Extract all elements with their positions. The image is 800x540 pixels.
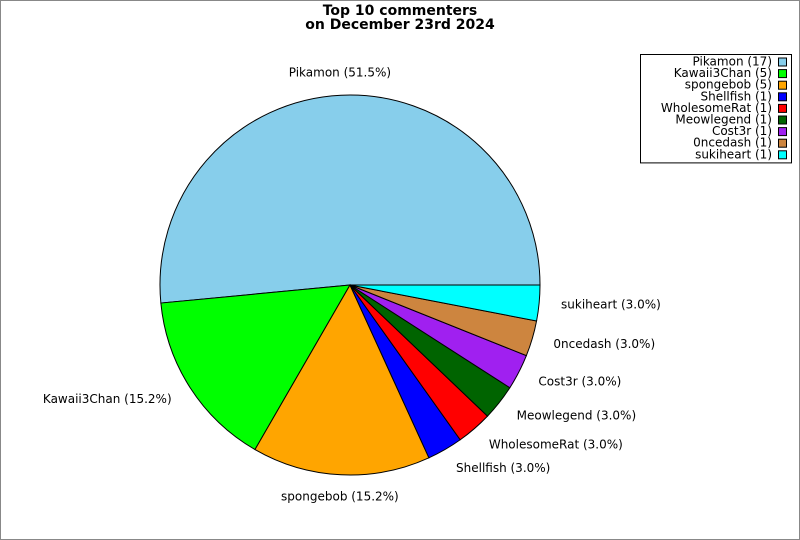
legend-swatch [778, 92, 787, 102]
legend-swatch [778, 115, 787, 125]
slice-label: WholesomeRat (3.0%) [489, 438, 623, 452]
legend-label: sukiheart (1) [695, 147, 772, 161]
pie-slice [159, 94, 541, 304]
legend-swatch [778, 69, 787, 79]
legend-label: 0ncedash (1) [693, 136, 772, 150]
legend-label: Shellfish (1) [700, 89, 772, 103]
pie-slice [254, 283, 430, 476]
legend-swatch [778, 57, 787, 67]
legend-label: Cost3r (1) [712, 124, 772, 138]
legend-swatch [778, 138, 787, 148]
legend-swatch [778, 127, 787, 137]
legend-label: spongebob (5) [685, 78, 772, 92]
slice-label: spongebob (15.2%) [281, 489, 399, 503]
slice-label: Shellfish (3.0%) [456, 461, 550, 475]
legend-label: Kawaii3Chan (5) [674, 66, 772, 80]
chart-title: Top 10 commenters [323, 3, 478, 19]
slice-label: Meowlegend (3.0%) [517, 409, 637, 423]
legend-box [640, 54, 792, 164]
pie-slice [349, 284, 541, 322]
legend-swatch [778, 80, 787, 90]
legend-label: WholesomeRat (1) [661, 101, 772, 115]
legend-swatch [778, 150, 787, 160]
legend-label: Meowlegend (1) [675, 113, 772, 127]
legend-swatch [778, 103, 787, 113]
chart-subtitle: on December 23rd 2024 [305, 17, 495, 33]
slice-label: 0ncedash (3.0%) [553, 337, 655, 351]
slice-label: sukiheart (3.0%) [561, 298, 661, 312]
legend-label: Pikamon (17) [693, 55, 772, 69]
slice-label: Pikamon (51.5%) [289, 66, 391, 80]
pie-slice [160, 284, 351, 451]
slice-label: Kawaii3Chan (15.2%) [43, 392, 172, 406]
slice-label: Cost3r (3.0%) [538, 375, 621, 389]
